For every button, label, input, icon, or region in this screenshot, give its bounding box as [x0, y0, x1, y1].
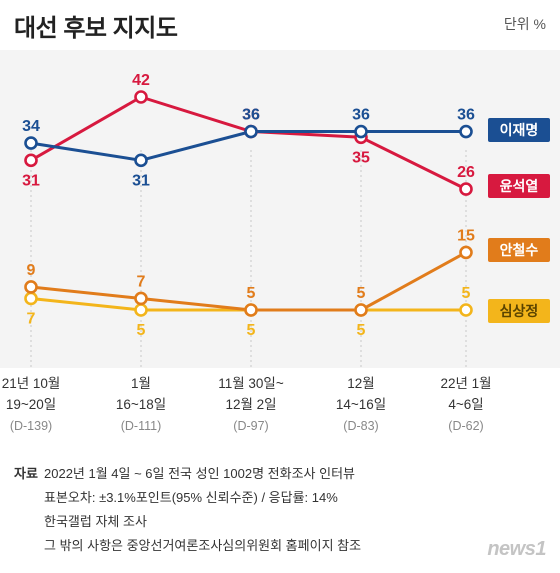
- source-line-2: 표본오차: ±3.1%포인트(95% 신뢰수준) / 응답률: 14%: [44, 490, 338, 505]
- data-label: 5: [462, 285, 471, 302]
- data-label: 5: [357, 285, 366, 302]
- data-point: [24, 153, 38, 168]
- x-tick-label: 12월: [347, 376, 374, 391]
- source-row: 그 밖의 사항은 중앙선거여론조사심의위원회 홈페이지 참조: [14, 534, 554, 558]
- data-point: [459, 124, 473, 139]
- news1-logo: news1: [487, 538, 546, 560]
- data-label: 36: [352, 107, 370, 124]
- x-axis-band: [0, 368, 560, 444]
- x-tick-label: 12월 2일: [225, 397, 276, 412]
- data-label: 31: [132, 172, 150, 189]
- source-line-1: 2022년 1월 4일 ~ 6일 전국 성인 1002명 전화조사 인터뷰: [44, 466, 355, 481]
- chart-title: 대선 후보 지지도: [14, 15, 178, 42]
- data-label: 9: [27, 262, 36, 279]
- x-tick-label: 21년 10월: [2, 376, 61, 391]
- data-point: [134, 303, 148, 317]
- data-label: 15: [457, 227, 475, 244]
- data-label: 35: [352, 149, 370, 166]
- data-point: [244, 124, 258, 139]
- legend-swatch-윤석열: [488, 174, 550, 198]
- data-label: 36: [242, 107, 260, 124]
- data-point: [24, 291, 38, 306]
- x-tick-label: (D-62): [448, 419, 483, 433]
- unit-label: 단위 %: [503, 16, 546, 32]
- x-tick-label: 14~16일: [336, 397, 386, 412]
- data-label: 5: [247, 285, 256, 302]
- source-row: 한국갤럽 자체 조사: [14, 510, 554, 534]
- x-tick-label: (D-83): [343, 419, 378, 433]
- data-point: [134, 291, 148, 306]
- x-tick-label: (D-97): [233, 419, 268, 433]
- x-tick-label: 16~18일: [116, 397, 166, 412]
- legend-label: 윤석열: [500, 178, 539, 194]
- data-label: 34: [22, 118, 40, 135]
- data-point: [459, 303, 473, 317]
- data-point: [354, 124, 368, 139]
- legend-label: 안철수: [500, 242, 539, 258]
- source-line-3: 한국갤럽 자체 조사: [44, 514, 147, 529]
- data-point: [24, 280, 38, 294]
- legend-swatch-안철수: [488, 238, 550, 262]
- data-point: [354, 303, 368, 317]
- x-tick-label: 4~6일: [448, 397, 483, 412]
- data-point: [459, 245, 473, 260]
- source-footer: 자료 2022년 1월 4일 ~ 6일 전국 성인 1002명 전화조사 인터뷰…: [14, 462, 554, 558]
- data-label: 42: [132, 72, 150, 89]
- x-tick-label: 1월: [131, 376, 151, 391]
- x-tick-label: 19~20일: [6, 397, 56, 412]
- data-point: [459, 182, 473, 196]
- source-head: 자료: [14, 466, 38, 481]
- data-label: 5: [247, 322, 256, 339]
- data-label: 31: [22, 172, 40, 189]
- source-row: 표본오차: ±3.1%포인트(95% 신뢰수준) / 응답률: 14%: [14, 486, 554, 510]
- x-tick-label: (D-139): [10, 419, 52, 433]
- data-point: [244, 303, 258, 317]
- data-label: 36: [457, 107, 475, 124]
- data-point: [134, 90, 148, 104]
- data-label: 26: [457, 164, 475, 181]
- source-row: 자료 2022년 1월 4일 ~ 6일 전국 성인 1002명 전화조사 인터뷰: [14, 462, 554, 486]
- data-point: [134, 153, 148, 168]
- data-label: 5: [137, 322, 146, 339]
- data-point: [24, 136, 38, 150]
- data-label: 7: [137, 273, 146, 290]
- legend-swatch-심상정: [488, 299, 550, 323]
- data-label: 7: [27, 310, 36, 327]
- x-tick-label: 11월 30일~: [218, 376, 284, 391]
- data-label: 5: [357, 322, 366, 339]
- legend-swatch-이재명: [488, 118, 550, 142]
- x-tick-label: (D-111): [121, 419, 162, 433]
- legend-label: 심상정: [500, 303, 539, 319]
- data-label: 36: [242, 107, 260, 124]
- source-line-4: 그 밖의 사항은 중앙선거여론조사심의위원회 홈페이지 참조: [44, 538, 362, 553]
- x-tick-label: 22년 1월: [440, 376, 491, 391]
- legend-label: 이재명: [500, 122, 539, 138]
